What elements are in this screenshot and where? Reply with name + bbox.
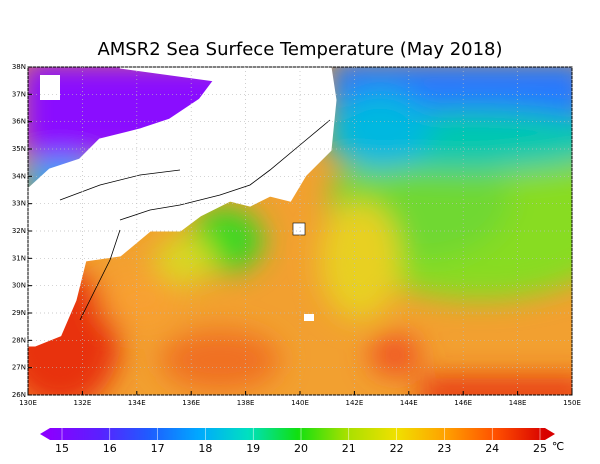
x-tick-label: 148E (509, 399, 527, 407)
x-tick-label: 138E (237, 399, 255, 407)
colorbar-label: 19 (246, 442, 260, 455)
colorbar-label: 22 (390, 442, 404, 455)
colorbar-label: 16 (103, 442, 117, 455)
x-tick-label: 134E (128, 399, 146, 407)
x-tick-label: 144E (400, 399, 418, 407)
x-tick-label: 150E (563, 399, 581, 407)
y-tick-label: 26N (12, 391, 26, 399)
y-tick-label: 33N (12, 200, 26, 208)
y-tick-label: 37N (12, 90, 26, 98)
y-tick-label: 32N (12, 227, 26, 235)
colorbar (50, 428, 545, 440)
y-tick-label: 28N (12, 336, 26, 344)
colorbar-label: 17 (151, 442, 165, 455)
y-tick-label: 35N (12, 145, 26, 153)
y-tick-label: 27N (12, 364, 26, 372)
colorbar-unit: ℃ (552, 440, 564, 453)
x-tick-label: 130E (19, 399, 37, 407)
y-tick-label: 38N (12, 63, 26, 71)
colorbar-label: 18 (198, 442, 212, 455)
title: AMSR2 Sea Surfece Temperature (May 2018) (97, 39, 502, 60)
x-tick-label: 146E (454, 399, 472, 407)
colorbar-label: 15 (55, 442, 69, 455)
x-tick-label: 136E (182, 399, 200, 407)
y-tick-label: 31N (12, 254, 26, 262)
x-tick-label: 140E (291, 399, 309, 407)
y-tick-label: 29N (12, 309, 26, 317)
y-tick-label: 36N (12, 118, 26, 126)
y-tick-label: 30N (12, 282, 26, 290)
colorbar-max-arrow (545, 428, 555, 440)
colorbar-label: 20 (294, 442, 308, 455)
x-tick-label: 132E (74, 399, 92, 407)
colorbar-label: 25 (533, 442, 547, 455)
x-tick-label: 142E (346, 399, 364, 407)
colorbar-label: 23 (437, 442, 451, 455)
colorbar-label: 24 (485, 442, 499, 455)
colorbar-min-arrow (40, 428, 50, 440)
y-tick-label: 34N (12, 172, 26, 180)
colorbar-label: 21 (342, 442, 356, 455)
